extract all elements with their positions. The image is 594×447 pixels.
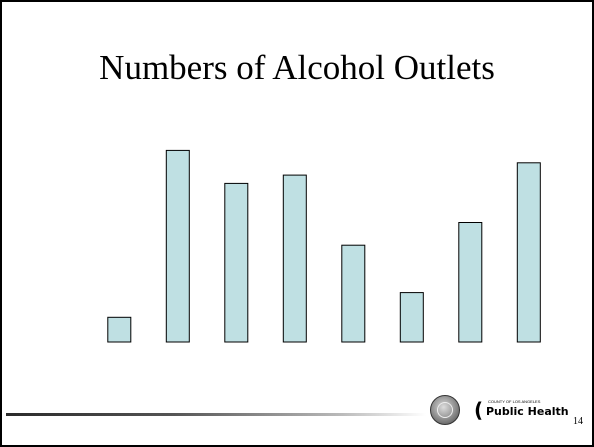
logo-bracket-icon: (	[474, 398, 484, 422]
chart-title: Numbers of Alcohol Outlets	[99, 48, 495, 87]
bar-3	[224, 182, 249, 343]
logo-public-health-text: Public Health	[486, 405, 569, 418]
public-health-logo: ( COUNTY OF LOS ANGELES Public Health	[474, 398, 569, 422]
logo-county-text: COUNTY OF LOS ANGELES	[488, 399, 541, 404]
bar-8	[516, 162, 541, 343]
bar-6	[399, 292, 424, 343]
bar-7	[458, 222, 483, 343]
bar-2	[165, 149, 190, 343]
footer-rule	[6, 413, 426, 416]
bar-1	[107, 316, 132, 343]
page-number: 14	[573, 416, 583, 427]
bar-4	[282, 174, 307, 343]
county-seal-icon	[430, 395, 460, 425]
bar-5	[341, 244, 366, 343]
